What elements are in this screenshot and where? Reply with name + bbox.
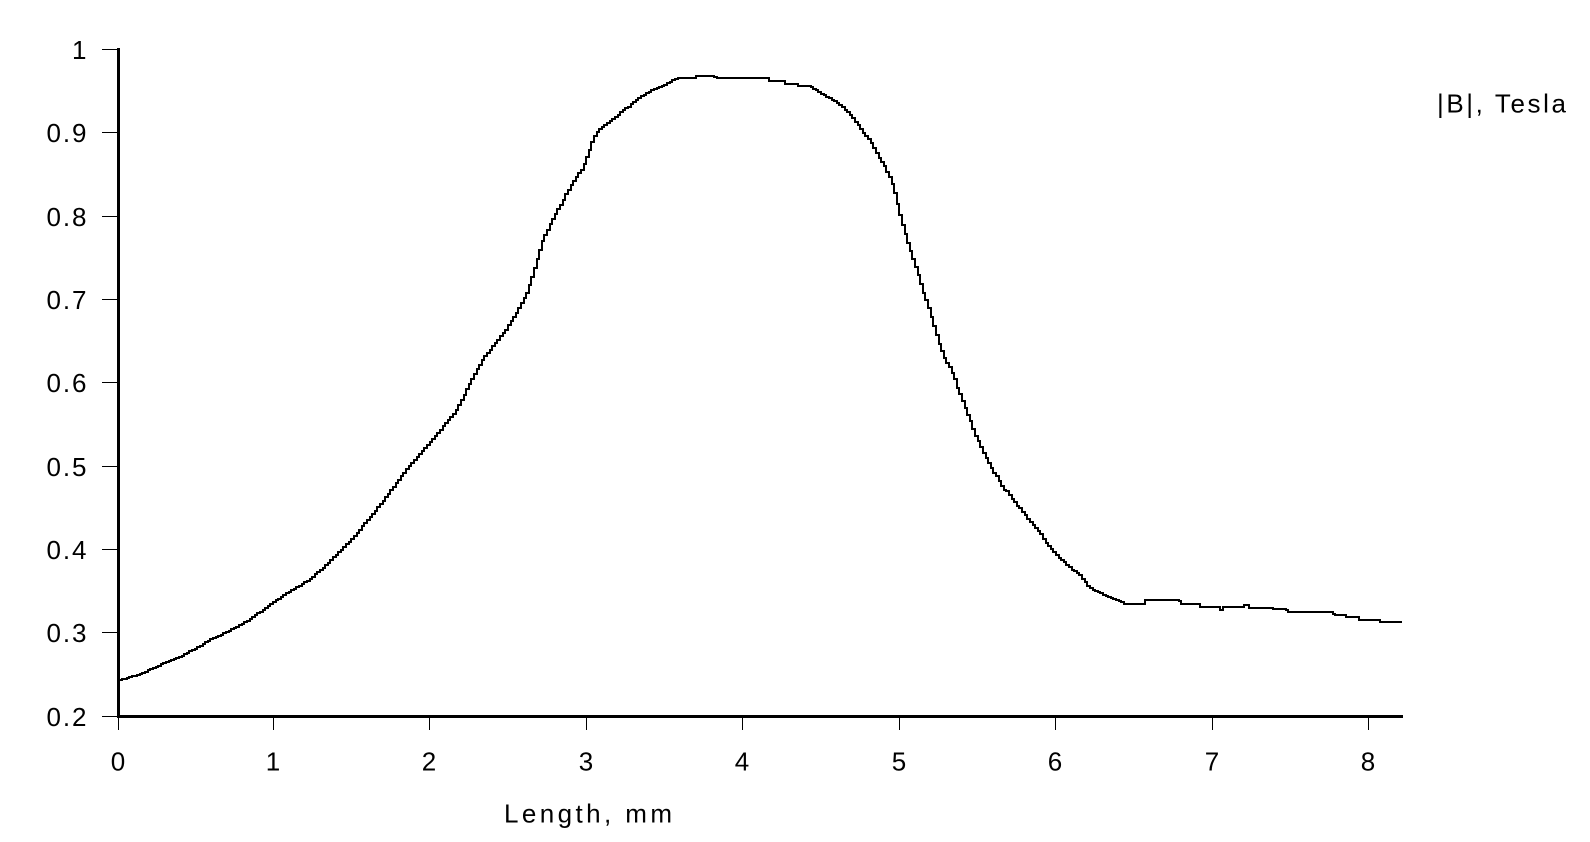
- svg-text:0.5: 0.5: [47, 452, 87, 482]
- svg-text:2: 2: [422, 747, 436, 777]
- svg-text:|B|, Tesla: |B|, Tesla: [1437, 89, 1567, 119]
- svg-text:0: 0: [111, 747, 125, 777]
- svg-text:5: 5: [892, 747, 906, 777]
- svg-text:7: 7: [1205, 747, 1219, 777]
- svg-text:3: 3: [579, 747, 593, 777]
- svg-text:Length, mm: Length, mm: [504, 799, 672, 829]
- svg-text:8: 8: [1361, 747, 1375, 777]
- svg-text:0.7: 0.7: [47, 285, 87, 315]
- svg-text:1: 1: [266, 747, 280, 777]
- svg-text:0.2: 0.2: [47, 702, 87, 732]
- svg-text:0.9: 0.9: [47, 118, 87, 148]
- svg-text:4: 4: [735, 747, 749, 777]
- svg-text:1: 1: [72, 35, 86, 65]
- svg-text:0.4: 0.4: [47, 535, 87, 565]
- svg-text:6: 6: [1048, 747, 1062, 777]
- svg-text:0.3: 0.3: [47, 618, 87, 648]
- svg-text:0.6: 0.6: [47, 368, 87, 398]
- svg-text:0.8: 0.8: [47, 202, 87, 232]
